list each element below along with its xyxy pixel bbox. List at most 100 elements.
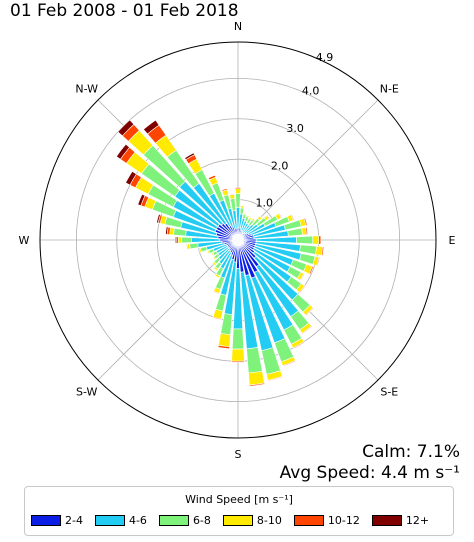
wedge-ENE-10-12 (303, 217, 308, 226)
wedge-W-6-8 (189, 242, 199, 250)
legend-title: Wind Speed [m s⁻¹] (185, 493, 293, 506)
wedge-E-10-12 (305, 226, 309, 235)
wedge-WSW-8-10 (207, 250, 211, 255)
direction-label-N-E: N-E (380, 83, 399, 96)
wedge-S-6-8 (231, 328, 245, 350)
wedge-ESE-10-12 (316, 256, 321, 267)
wedge-S-8-10 (248, 370, 265, 386)
wedge-WNW-12+ (137, 193, 146, 206)
legend-label: 12+ (405, 514, 430, 527)
wedge-S-8-10 (218, 333, 231, 348)
wedge-NW-12+ (117, 119, 135, 137)
wedge-SW-8-10 (212, 256, 217, 261)
wedge-N-8-10 (234, 188, 242, 194)
legend-label: 4-6 (128, 514, 147, 527)
wedge-NNE-8-10 (245, 214, 250, 218)
wedge-ESE-10-12 (308, 265, 314, 275)
wedge-SW-8-10 (212, 261, 217, 266)
wedge-E-6-8 (296, 235, 314, 245)
legend: Wind Speed [m s⁻¹] 2-4 4-6 6-8 8-10 10-12 12+ (24, 486, 454, 536)
wedge-S-8-10 (231, 348, 245, 362)
wedge-S-10-12 (249, 382, 266, 387)
legend-swatch (222, 515, 253, 526)
wedge-SSW-6-8 (215, 293, 227, 312)
wedge-W-12+ (165, 226, 169, 235)
legend-swatch (293, 515, 324, 526)
wedge-ESE-10-12 (299, 273, 306, 282)
legend-label: 10-12 (327, 514, 360, 527)
wedge-N-8-10 (240, 205, 245, 209)
wedge-SSE-10-12 (282, 359, 297, 367)
legend-swatch (94, 515, 125, 526)
radial-tick-label: 3.0 (286, 122, 304, 135)
legend-item-4-6: 4-6 (94, 514, 147, 527)
legend-items: 2-4 4-6 6-8 8-10 10-12 12+ (31, 514, 429, 527)
wedge-SSE-10-12 (292, 341, 305, 350)
wedge-N-6-8 (239, 207, 245, 215)
wedge-SSW-10-12 (212, 290, 220, 295)
wedge-SE-10-12 (301, 325, 313, 335)
wedge-NE-10-12 (259, 215, 263, 219)
wedge-NNW-10-12 (221, 188, 228, 192)
radial-tick-label: 2.0 (271, 159, 289, 172)
legend-item-12+: 12+ (371, 514, 430, 527)
wedge-E-6-8 (287, 227, 303, 237)
legend-swatch (371, 515, 402, 526)
radial-tick-label: 4.0 (302, 85, 320, 98)
wedge-S-6-8 (220, 313, 233, 335)
wedge-NE-10-12 (252, 217, 256, 221)
legend-item-6-8: 6-8 (158, 514, 211, 527)
wedge-N-6-8 (235, 193, 241, 209)
calm-label: Calm: 7.1% (362, 442, 460, 462)
wedge-W-8-10 (177, 236, 182, 244)
wind-rose-chart: 1.0 2.0 3.0 4.0 4.9 N N-E E S-E S S-W W N-W (19, 20, 456, 461)
wedge-E-6-8 (299, 244, 317, 255)
wedge-NNE-8-10 (243, 212, 247, 216)
wedge-W-6-8 (181, 236, 192, 244)
direction-label-S: S (235, 448, 242, 461)
legend-label: 8-10 (256, 514, 282, 527)
wedge-E-10-12 (318, 235, 322, 245)
wedge-WNW-12+ (125, 170, 137, 186)
legend-item-8-10: 8-10 (222, 514, 282, 527)
wedge-NE-10-12 (266, 214, 271, 220)
legend-swatch (31, 515, 61, 526)
wedge-WSW-8-10 (198, 247, 202, 253)
legend-label: 2-4 (65, 514, 83, 527)
wedge-NNE-8-10 (248, 216, 253, 221)
wedge-SSW-10-12 (212, 316, 222, 321)
chart-title: 01 Feb 2008 - 01 Feb 2018 (10, 1, 239, 21)
direction-label-W: W (19, 234, 30, 247)
wedge-SSE-10-12 (267, 376, 283, 382)
legend-item-10-12: 10-12 (293, 514, 360, 527)
avg-speed-label: Avg Speed: 4.4 m s⁻¹ (279, 463, 460, 483)
wedge-SE-10-12 (299, 285, 306, 294)
wedge-SW-8-10 (213, 266, 219, 272)
outer-ring (39, 41, 437, 439)
wedge-NNW-10-12 (208, 174, 217, 181)
wedge-W-12+ (175, 236, 177, 244)
wedge-WSW-8-10 (211, 252, 215, 257)
wedge-S-10-12 (217, 344, 230, 350)
wedge-NW-12+ (143, 119, 160, 135)
wedge-W-10-12 (186, 243, 189, 250)
wedge-NNW-12+ (184, 152, 195, 161)
wedge-S-6-8 (246, 346, 263, 374)
wedge-NW-12+ (116, 143, 130, 160)
wedge-N-10-12 (234, 187, 242, 190)
wedge-SSW-8-10 (214, 273, 221, 279)
radial-tick-label: 1.0 (255, 197, 273, 210)
direction-label-S-W: S-W (76, 385, 98, 398)
wedge-ENE-10-12 (290, 214, 295, 221)
wedge-SE-10-12 (305, 307, 315, 317)
wedge-ENE-10-12 (278, 212, 283, 219)
direction-label-N-W: N-W (75, 83, 98, 96)
legend-item-2-4: 2-4 (31, 514, 83, 527)
direction-label-E: E (449, 234, 456, 247)
radial-tick-label: 4.9 (316, 51, 334, 64)
wedge-N-10-12 (229, 193, 235, 196)
wedge-W-6-8 (173, 227, 187, 237)
wedge-WNW-12+ (156, 213, 161, 224)
direction-label-S-E: S-E (380, 385, 398, 398)
wedge-E-8-10 (312, 235, 320, 245)
